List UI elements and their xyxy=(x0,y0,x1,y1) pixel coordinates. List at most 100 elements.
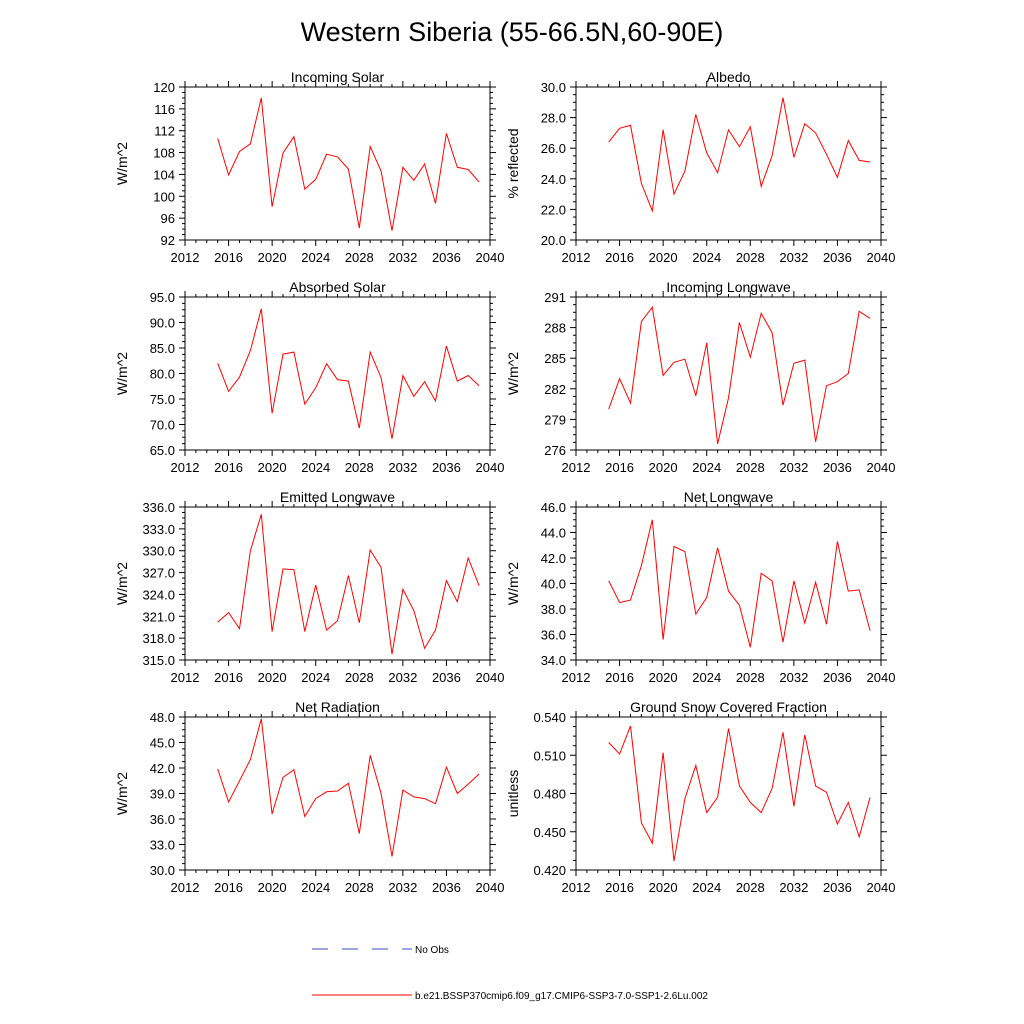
x-tick-label: 2024 xyxy=(301,880,330,895)
y-axis-label: W/m^2 xyxy=(114,562,130,605)
y-axis-label: W/m^2 xyxy=(114,772,130,815)
series-line xyxy=(608,725,871,862)
x-tick-label: 2024 xyxy=(692,670,721,685)
y-axis-label: W/m^2 xyxy=(505,352,521,395)
y-tick-label: 321.0 xyxy=(142,609,175,624)
y-tick-label: 39.0 xyxy=(150,787,175,802)
x-tick-label: 2012 xyxy=(562,460,591,475)
y-tick-label: 40.0 xyxy=(541,577,566,592)
y-tick-label: 92 xyxy=(161,233,175,248)
y-tick-label: 28.0 xyxy=(541,111,566,126)
y-tick-label: 85.0 xyxy=(150,341,175,356)
x-tick-label: 2020 xyxy=(258,670,287,685)
panel-albedo: Albedo % reflected 2012 2016 2020 2024 2028 203… xyxy=(505,69,895,265)
y-tick-label: 116 xyxy=(154,102,175,117)
x-tick-label: 2020 xyxy=(649,460,678,475)
y-tick-label: 100 xyxy=(153,189,175,204)
y-tick-label: 24.0 xyxy=(541,172,566,187)
x-tick-label: 2028 xyxy=(345,460,374,475)
y-tick-label: 30.0 xyxy=(150,863,175,878)
y-tick-label: 36.0 xyxy=(150,812,175,827)
series-line xyxy=(608,305,871,445)
x-tick-label: 2020 xyxy=(258,250,287,265)
x-tick-label: 2020 xyxy=(258,460,287,475)
plot-frame xyxy=(575,506,882,661)
x-tick-label: 2036 xyxy=(432,670,461,685)
y-tick-label: 70.0 xyxy=(150,418,175,433)
y-axis-label: unitless xyxy=(505,770,521,817)
x-tick-label: 2024 xyxy=(692,250,721,265)
x-tick-label: 2024 xyxy=(301,460,330,475)
y-tick-label: 80.0 xyxy=(150,367,175,382)
y-tick-label: 36.0 xyxy=(541,628,566,643)
series-line xyxy=(608,519,871,648)
y-tick-label: 20.0 xyxy=(541,233,566,248)
series-line xyxy=(217,514,480,655)
plot-frame xyxy=(575,296,882,451)
chart-title: Emitted Longwave xyxy=(280,489,395,505)
x-tick-label: 2028 xyxy=(345,880,374,895)
x-tick-label: 2028 xyxy=(736,670,765,685)
y-tick-label: 315.0 xyxy=(142,653,175,668)
y-tick-label: 0.450 xyxy=(533,825,566,840)
y-tick-label: 0.480 xyxy=(533,787,566,802)
x-tick-label: 2012 xyxy=(171,250,200,265)
x-tick-label: 2032 xyxy=(779,250,808,265)
panel-absorbed-solar: Absorbed Solar W/m^2 2012 2016 2020 2024 2028 2… xyxy=(114,279,504,475)
x-tick-label: 2012 xyxy=(171,670,200,685)
chart-title: Albedo xyxy=(707,69,751,85)
x-tick-label: 2012 xyxy=(171,460,200,475)
panel-ground-snow-covered-fraction: Ground Snow Covered Fraction unitless 2012… xyxy=(505,699,895,895)
x-tick-label: 2016 xyxy=(605,460,634,475)
x-tick-label: 2036 xyxy=(823,880,852,895)
y-tick-label: 327.0 xyxy=(142,566,175,581)
x-tick-label: 2032 xyxy=(388,880,417,895)
plot-frame xyxy=(184,716,491,871)
legend: No Obs b.e21.BSSP370cmip6.f09_g17.CMIP6-… xyxy=(312,945,708,1002)
y-tick-label: 34.0 xyxy=(541,653,566,668)
x-tick-label: 2016 xyxy=(214,250,243,265)
y-tick-label: 333.0 xyxy=(142,522,175,537)
y-tick-label: 44.0 xyxy=(541,526,566,541)
legend-obs-label: No Obs xyxy=(415,945,449,956)
x-tick-label: 2040 xyxy=(476,460,505,475)
x-tick-label: 2040 xyxy=(867,250,896,265)
y-tick-label: 33.0 xyxy=(150,838,175,853)
y-tick-label: 46.0 xyxy=(541,500,566,515)
x-tick-label: 2020 xyxy=(649,880,678,895)
y-axis-label: % reflected xyxy=(505,128,521,198)
y-tick-label: 42.0 xyxy=(541,551,566,566)
x-tick-label: 2012 xyxy=(562,670,591,685)
x-tick-label: 2016 xyxy=(214,460,243,475)
x-tick-label: 2016 xyxy=(605,670,634,685)
y-tick-label: 282 xyxy=(544,382,566,397)
y-tick-label: 120 xyxy=(153,80,175,95)
y-tick-label: 96 xyxy=(161,211,175,226)
x-tick-label: 2020 xyxy=(649,670,678,685)
x-tick-label: 2032 xyxy=(388,670,417,685)
x-tick-label: 2020 xyxy=(258,880,287,895)
plot-frame xyxy=(184,296,491,451)
series-line xyxy=(217,718,480,857)
series-line xyxy=(217,97,480,231)
panel-incoming-solar: Incoming Solar W/m^2 2012 2016 2020 2024 2028 2… xyxy=(114,69,504,265)
x-tick-label: 2040 xyxy=(476,670,505,685)
y-axis-label: W/m^2 xyxy=(114,142,130,185)
plot-frame xyxy=(575,716,882,871)
chart-title: Incoming Solar xyxy=(291,69,385,85)
x-tick-label: 2016 xyxy=(605,880,634,895)
x-tick-label: 2024 xyxy=(301,670,330,685)
y-tick-label: 279 xyxy=(544,412,566,427)
x-tick-label: 2036 xyxy=(823,460,852,475)
panel-net-longwave: Net Longwave W/m^2 2012 2016 2020 2024 2028 203… xyxy=(505,489,895,685)
chart-title: Net Longwave xyxy=(684,489,774,505)
x-tick-label: 2036 xyxy=(432,250,461,265)
y-tick-label: 45.0 xyxy=(150,736,175,751)
x-tick-label: 2036 xyxy=(432,880,461,895)
y-tick-label: 104 xyxy=(153,167,175,182)
y-tick-label: 22.0 xyxy=(541,202,566,217)
y-tick-label: 75.0 xyxy=(150,392,175,407)
y-tick-label: 318.0 xyxy=(142,631,175,646)
y-axis-label: W/m^2 xyxy=(114,352,130,395)
